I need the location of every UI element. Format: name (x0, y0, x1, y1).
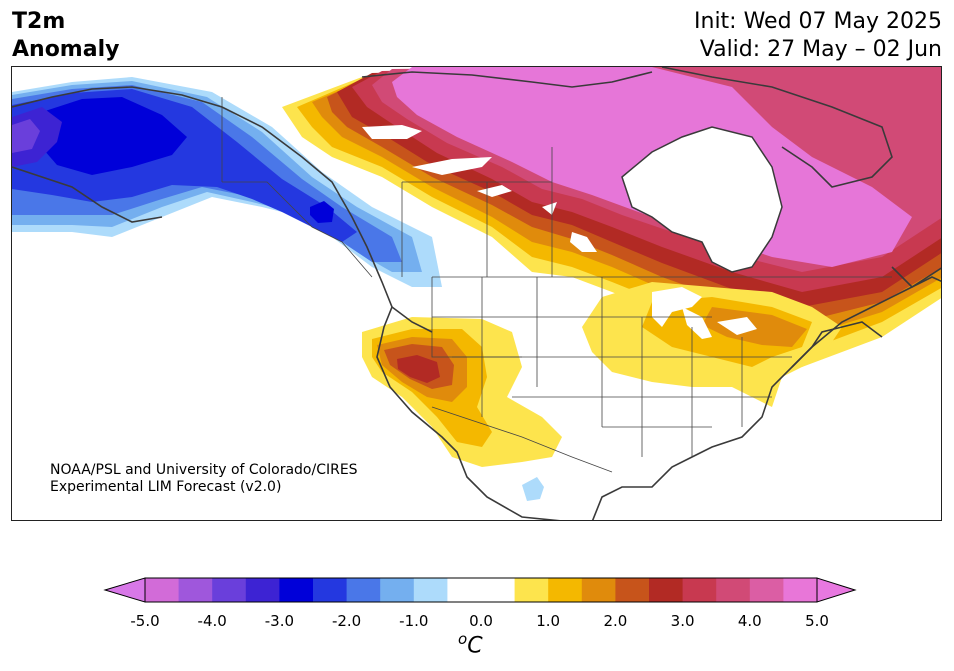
credit-line-2: Experimental LIM Forecast (v2.0) (50, 479, 282, 495)
credit-line-1: NOAA/PSL and University of Colorado/CIRE… (50, 462, 358, 478)
colorbar-cell (447, 578, 482, 602)
colorbar-tick-label: 3.0 (670, 612, 695, 630)
colorbar-tick-label: -4.0 (197, 612, 227, 630)
unit-letter: C (467, 633, 483, 659)
colorbar-cell (716, 578, 751, 602)
colorbar-tick-label: 2.0 (603, 612, 628, 630)
colorbar-cell (245, 578, 280, 602)
colorbar-cell (548, 578, 583, 602)
colorbar-tick-label: -2.0 (331, 612, 362, 630)
colorbar-cell (279, 578, 314, 602)
colorbar-cell (682, 578, 717, 602)
alaska-cold-anomaly (12, 77, 442, 287)
anomaly-map (12, 67, 941, 520)
colorbar-over-arrow (816, 577, 857, 603)
colorbar-unit: oC (458, 630, 483, 658)
valid-range: Valid: 27 May – 02 Jun (699, 37, 942, 62)
colorbar-cell (346, 578, 381, 602)
hudson-bay (621, 126, 783, 273)
colorbar-tick-label: 0.0 (469, 612, 493, 630)
colorbar-tick-label: -3.0 (264, 612, 295, 630)
colorbar-cell (749, 578, 784, 602)
colorbar-cell (313, 578, 348, 602)
colorbar-cell (514, 578, 549, 602)
colorbar-cell (178, 578, 213, 602)
colorbar-cell (783, 578, 818, 602)
colorbar-cell (649, 578, 684, 602)
mexico-cold-spot (522, 477, 544, 501)
title-quantity: Anomaly (12, 37, 120, 62)
colorbar-cell (212, 578, 247, 602)
colorbar-cell (481, 578, 516, 602)
colorbar-cell (380, 578, 415, 602)
cold-level-7 (12, 119, 40, 153)
colorbar-under-arrow (103, 577, 146, 603)
degree-symbol: o (458, 630, 468, 648)
cold-level-5 (37, 97, 187, 175)
us-warm-anomaly (362, 282, 842, 467)
colorbar-tick-label: -1.0 (399, 612, 429, 630)
colorbar (103, 577, 857, 603)
cold-level-5b (310, 201, 334, 223)
colorbar-cell (581, 578, 616, 602)
forecast-dates: Init: Wed 07 May 2025 Valid: 27 May – 02… (694, 8, 942, 64)
borders (221, 97, 892, 473)
colorbar-outline (144, 577, 818, 603)
map-panel: NOAA/PSL and University of Colorado/CIRE… (11, 66, 942, 521)
map-title: T2m Anomaly (12, 8, 119, 64)
colorbar-tick-label: 1.0 (536, 612, 561, 630)
colorbar-cell (145, 578, 180, 602)
coastlines (12, 67, 941, 520)
colorbar-tick-label: 5.0 (805, 612, 829, 630)
colorbar-tick-label: -5.0 (130, 612, 160, 630)
colorbar-cell (615, 578, 650, 602)
colorbar-tick-label: 4.0 (737, 612, 762, 630)
southwest-warm-5 (397, 355, 440, 383)
init-date: Init: Wed 07 May 2025 (694, 9, 942, 34)
credit-text: NOAA/PSL and University of Colorado/CIRE… (50, 462, 358, 496)
title-variable: T2m (12, 9, 66, 34)
colorbar-cells (145, 578, 818, 602)
colorbar-cell (413, 578, 448, 602)
